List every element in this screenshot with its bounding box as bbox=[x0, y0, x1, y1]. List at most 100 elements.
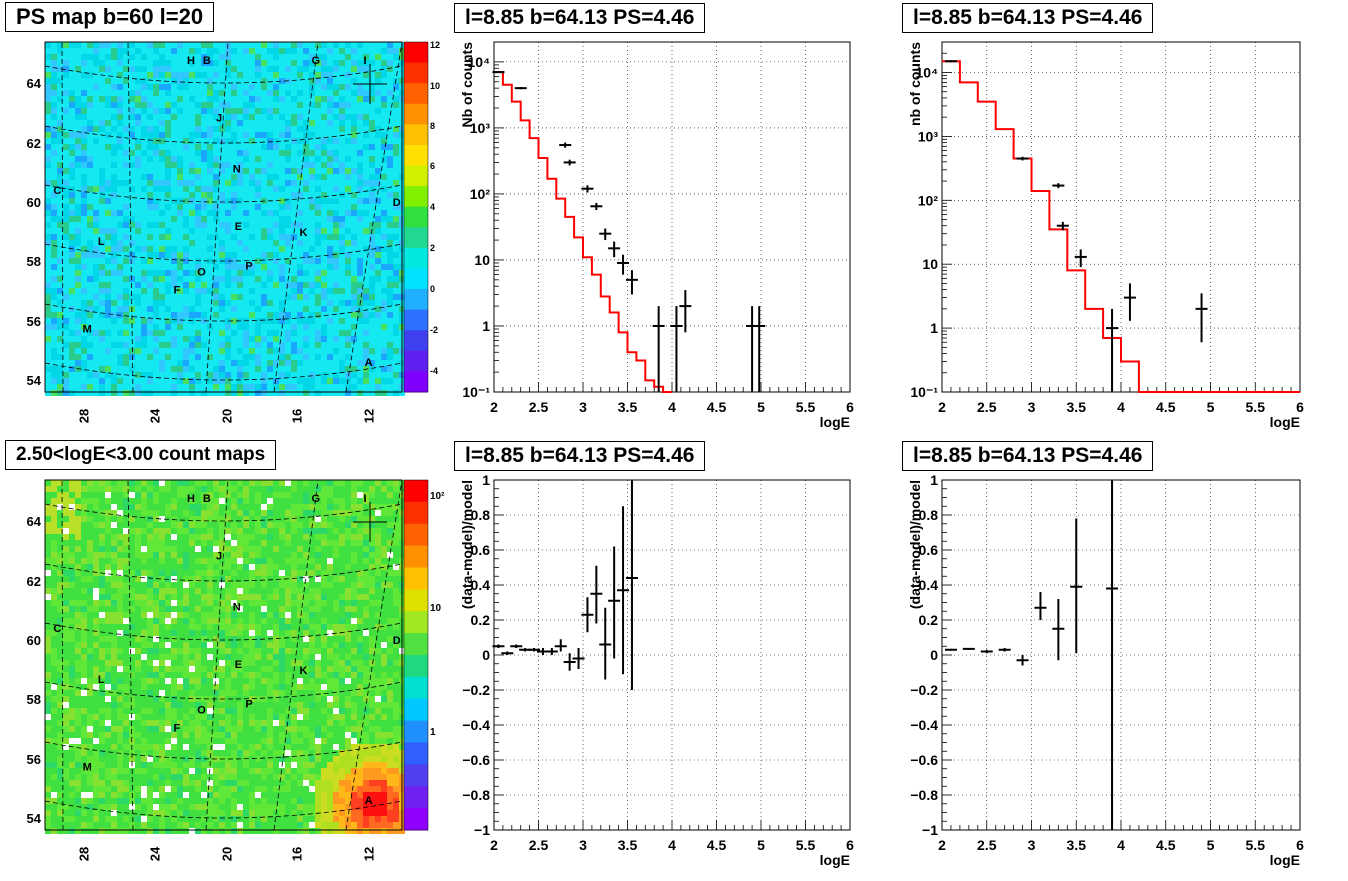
map-pixel bbox=[87, 294, 93, 300]
map-pixel bbox=[381, 252, 387, 258]
map-pixel bbox=[171, 486, 177, 492]
map-pixel bbox=[309, 198, 315, 204]
map-pixel bbox=[177, 120, 183, 126]
map-pixel bbox=[297, 132, 303, 138]
map-pixel bbox=[69, 174, 75, 180]
map-pixel bbox=[273, 576, 279, 582]
map-pixel bbox=[75, 582, 81, 588]
map-pixel bbox=[321, 228, 327, 234]
map-pixel bbox=[291, 84, 297, 90]
map-pixel bbox=[195, 156, 201, 162]
map-pixel bbox=[381, 288, 387, 294]
map-pixel bbox=[99, 180, 105, 186]
map-pixel bbox=[207, 132, 213, 138]
map-pixel bbox=[141, 264, 147, 270]
map-pixel bbox=[51, 582, 57, 588]
map-pixel bbox=[339, 378, 345, 384]
map-pixel bbox=[357, 348, 363, 354]
map-pixel bbox=[213, 174, 219, 180]
map-pixel bbox=[249, 156, 255, 162]
map-pixel bbox=[267, 504, 273, 510]
map-pixel bbox=[75, 270, 81, 276]
map-pixel bbox=[381, 72, 387, 78]
colorbar-tick-label: 6 bbox=[430, 161, 435, 171]
map-pixel bbox=[351, 378, 357, 384]
map-pixel bbox=[195, 204, 201, 210]
map-pixel bbox=[177, 234, 183, 240]
map-pixel bbox=[357, 576, 363, 582]
map-pixel bbox=[105, 510, 111, 516]
map-pixel bbox=[123, 222, 129, 228]
map-pixel bbox=[249, 246, 255, 252]
map-pixel bbox=[51, 90, 57, 96]
map-pixel bbox=[279, 372, 285, 378]
map-pixel bbox=[297, 588, 303, 594]
map-pixel bbox=[129, 90, 135, 96]
map-pixel bbox=[387, 588, 393, 594]
map-pixel bbox=[183, 102, 189, 108]
map-pixel bbox=[363, 342, 369, 348]
map-pixel bbox=[93, 354, 99, 360]
map-pixel bbox=[255, 168, 261, 174]
map-pixel bbox=[345, 60, 351, 66]
map-pixel bbox=[189, 510, 195, 516]
map-pixel bbox=[297, 60, 303, 66]
map-pixel bbox=[135, 348, 141, 354]
map-pixel bbox=[339, 96, 345, 102]
map-pixel bbox=[87, 162, 93, 168]
map-pixel bbox=[339, 498, 345, 504]
map-pixel bbox=[171, 48, 177, 54]
map-pixel bbox=[219, 384, 225, 390]
map-pixel bbox=[333, 378, 339, 384]
map-pixel bbox=[375, 600, 381, 606]
map-pixel bbox=[243, 354, 249, 360]
map-pixel bbox=[381, 144, 387, 150]
map-pixel bbox=[225, 330, 231, 336]
map-pixel bbox=[171, 492, 177, 498]
map-pixel bbox=[153, 546, 159, 552]
map-pixel bbox=[99, 108, 105, 114]
map-pixel bbox=[273, 336, 279, 342]
map-pixel bbox=[141, 336, 147, 342]
map-pixel bbox=[75, 558, 81, 564]
map-pixel bbox=[219, 198, 225, 204]
map-pixel bbox=[267, 510, 273, 516]
map-pixel bbox=[225, 150, 231, 156]
map-pixel bbox=[117, 168, 123, 174]
map-pixel bbox=[69, 270, 75, 276]
map-pixel bbox=[273, 540, 279, 546]
map-pixel bbox=[141, 552, 147, 558]
map-pixel bbox=[129, 42, 135, 48]
map-pixel bbox=[141, 342, 147, 348]
map-pixel bbox=[255, 54, 261, 60]
map-pixel bbox=[87, 192, 93, 198]
map-pixel bbox=[249, 240, 255, 246]
map-pixel bbox=[363, 240, 369, 246]
map-pixel bbox=[165, 330, 171, 336]
map-pixel bbox=[309, 348, 315, 354]
map-pixel bbox=[153, 498, 159, 504]
map-pixel bbox=[195, 168, 201, 174]
map-pixel bbox=[57, 372, 63, 378]
map-pixel bbox=[267, 576, 273, 582]
map-pixel bbox=[189, 102, 195, 108]
map-pixel bbox=[105, 270, 111, 276]
map-pixel bbox=[267, 522, 273, 528]
map-pixel bbox=[327, 354, 333, 360]
map-pixel bbox=[105, 54, 111, 60]
map-pixel bbox=[171, 384, 177, 390]
map-pixel bbox=[45, 108, 51, 114]
map-pixel bbox=[153, 522, 159, 528]
map-pixel bbox=[225, 270, 231, 276]
map-pixel bbox=[297, 552, 303, 558]
map-pixel bbox=[243, 228, 249, 234]
map-pixel bbox=[165, 156, 171, 162]
map-pixel bbox=[231, 510, 237, 516]
map-pixel bbox=[327, 48, 333, 54]
map-pixel bbox=[141, 486, 147, 492]
map-pixel bbox=[135, 102, 141, 108]
map-pixel bbox=[75, 384, 81, 390]
map-pixel bbox=[363, 126, 369, 132]
map-pixel bbox=[357, 504, 363, 510]
map-pixel bbox=[321, 360, 327, 366]
